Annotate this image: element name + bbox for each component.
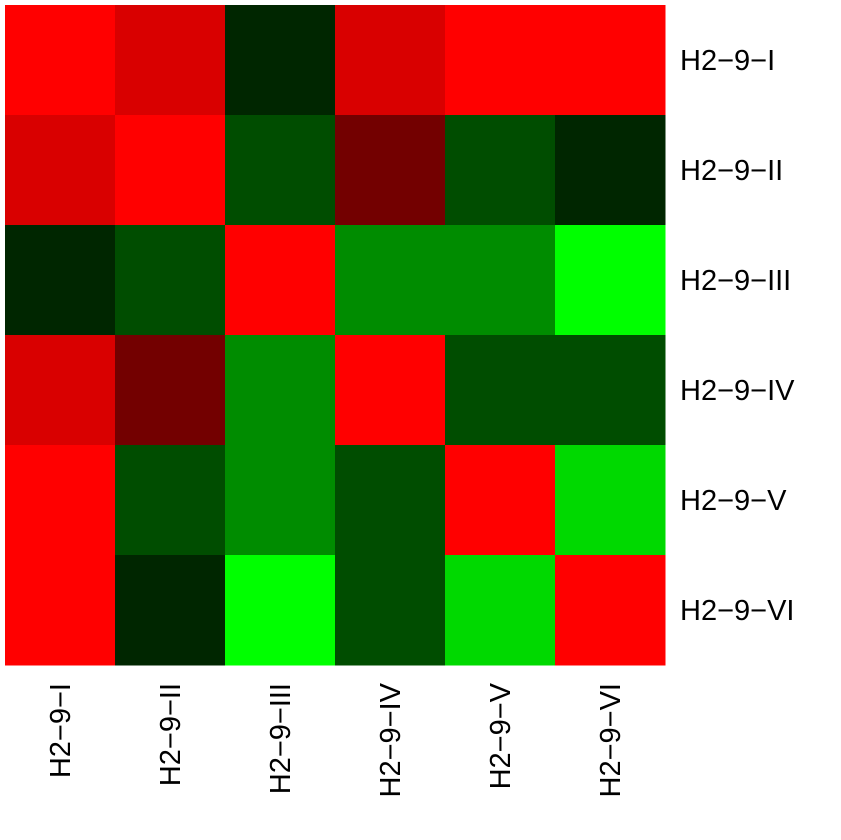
heatmap-cell-r4-c5 <box>445 335 556 446</box>
heatmap-cell-r5-c1 <box>5 445 116 556</box>
heatmap-cell-r1-c3 <box>225 5 336 116</box>
row-label: H2−9−I <box>680 45 775 77</box>
column-label: H2−9−IV <box>375 682 407 797</box>
row-label: H2−9−IV <box>680 375 795 407</box>
column-label: H2−9−V <box>485 682 517 789</box>
heatmap-cell-r4-c1 <box>5 335 116 446</box>
heatmap-cell-r3-c3 <box>225 225 336 336</box>
row-label: H2−9−III <box>680 265 791 297</box>
heatmap-cell-r2-c4 <box>335 115 446 226</box>
heatmap-cell-r5-c3 <box>225 445 336 556</box>
heatmap-cell-r5-c5 <box>445 445 556 556</box>
heatmap-cell-r4-c6 <box>555 335 666 446</box>
heatmap-cell-r4-c2 <box>115 335 226 446</box>
heatmap-cell-r1-c1 <box>5 5 116 116</box>
column-labels: H2−9−I H2−9−II H2−9−III H2−9−IV H2−9−V H2−9−V… <box>45 682 627 797</box>
heatmap-cell-r1-c4 <box>335 5 446 116</box>
heatmap-cell-r5-c2 <box>115 445 226 556</box>
column-label: H2−9−II <box>155 683 187 786</box>
heatmap-cell-r2-c6 <box>555 115 666 226</box>
heatmap-cell-r3-c4 <box>335 225 446 336</box>
heatmap-cell-r6-c4 <box>335 555 446 666</box>
heatmap-cell-r3-c2 <box>115 225 226 336</box>
heatmap-cell-r1-c5 <box>445 5 556 116</box>
heatmap-cell-r4-c3 <box>225 335 336 446</box>
heatmap-cell-r6-c6 <box>555 555 666 666</box>
heatmap-cell-r3-c6 <box>555 225 666 336</box>
heatmap-cell-r3-c1 <box>5 225 116 336</box>
row-label: H2−9−V <box>680 485 787 517</box>
column-label: H2−9−VI <box>595 683 627 797</box>
heatmap-cell-r1-c2 <box>115 5 226 116</box>
heatmap-cell-r2-c1 <box>5 115 116 226</box>
heatmap-cell-r4-c4 <box>335 335 446 446</box>
heatmap-cell-r6-c3 <box>225 555 336 666</box>
row-label: H2−9−II <box>680 155 783 187</box>
row-labels: H2−9−I H2−9−II H2−9−III H2−9−IV H2−9−V H2−9−V… <box>680 45 795 627</box>
row-label: H2−9−VI <box>680 595 794 627</box>
heatmap-cell-r1-c6 <box>555 5 666 116</box>
heatmap-cell-r2-c2 <box>115 115 226 226</box>
heatmap-cell-r5-c4 <box>335 445 446 556</box>
column-label: H2−9−I <box>45 683 77 778</box>
column-label: H2−9−III <box>265 683 297 794</box>
heatmap-cell-r2-c5 <box>445 115 556 226</box>
heatmap-cell-r6-c1 <box>5 555 116 666</box>
heatmap-cells <box>5 5 666 666</box>
heatmap-cell-r6-c2 <box>115 555 226 666</box>
heatmap-cell-r2-c3 <box>225 115 336 226</box>
heatmap-cell-r3-c5 <box>445 225 556 336</box>
heatmap-cell-r5-c6 <box>555 445 666 556</box>
heatmap-cell-r6-c5 <box>445 555 556 666</box>
